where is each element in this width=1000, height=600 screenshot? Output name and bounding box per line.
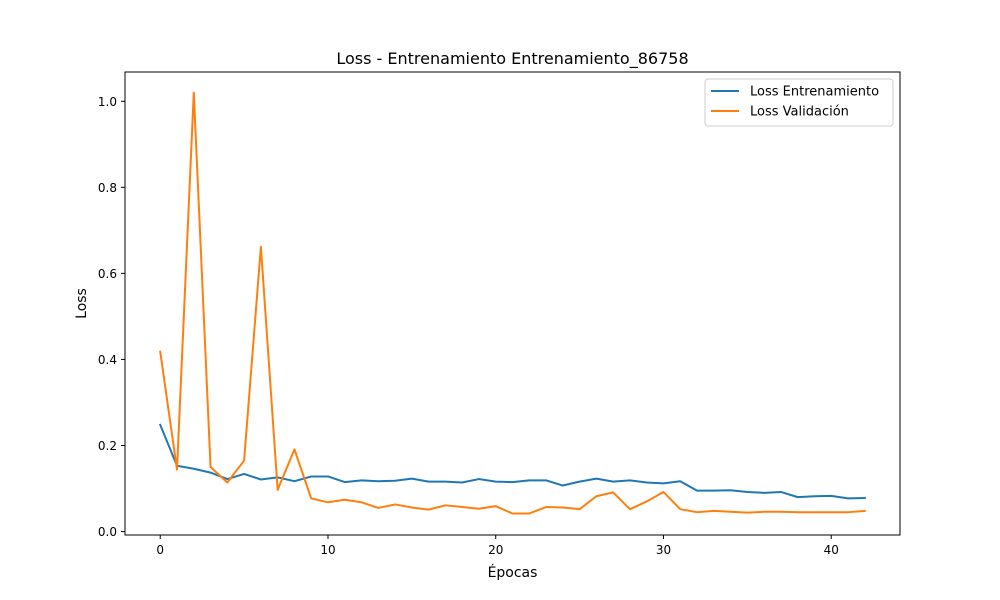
series-line-0 [158, 423, 866, 500]
x-tick-label: 40 [824, 543, 839, 557]
plot-lines [158, 91, 866, 515]
y-tick-label: 0.6 [98, 267, 117, 281]
x-axis-label: Épocas [488, 564, 538, 581]
legend-label-0: Loss Entrenamiento [750, 85, 879, 100]
y-tick-label: 0.0 [98, 525, 117, 539]
chart-title: Loss - Entrenamiento Entrenamiento_86758 [336, 49, 688, 69]
series-line-1 [159, 91, 866, 515]
x-tick-label: 10 [320, 543, 335, 557]
x-tick-label: 0 [156, 543, 164, 557]
x-axis: 0 10 20 30 40 [156, 535, 839, 557]
legend: Loss Entrenamiento Loss Validación [704, 78, 894, 127]
y-tick-label: 0.2 [98, 439, 117, 453]
legend-box [704, 78, 894, 127]
x-tick-label: 20 [488, 543, 503, 557]
plot-area-frame [124, 71, 901, 536]
x-tick-label: 30 [656, 543, 671, 557]
y-tick-label: 0.8 [98, 181, 117, 195]
y-tick-label: 0.4 [98, 353, 117, 367]
y-tick-label: 1.0 [98, 95, 117, 109]
legend-label-1: Loss Validación [750, 105, 849, 120]
y-axis-label: Loss [74, 288, 90, 319]
y-axis: 0.0 0.2 0.4 0.6 0.8 1.0 [98, 95, 125, 539]
